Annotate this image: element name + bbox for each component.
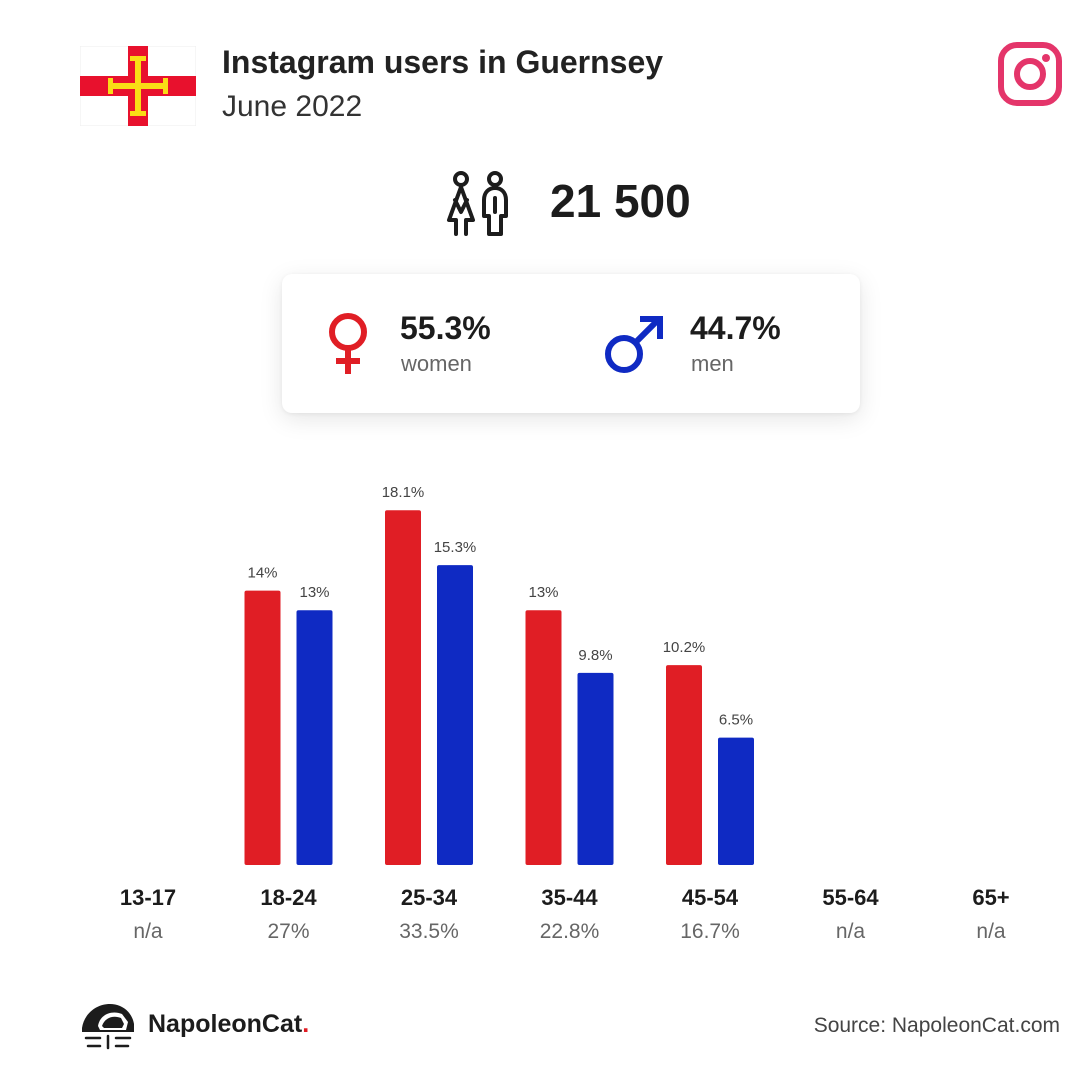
category-label-55-64: 55-64	[822, 885, 879, 910]
bar-men-35-44	[577, 672, 614, 865]
category-label-25-34: 25-34	[401, 885, 458, 910]
data-label-men-18-24: 13%	[299, 584, 329, 601]
gender-split-card	[282, 274, 860, 413]
category-label-13-17: 13-17	[120, 885, 176, 910]
category-total-65+: n/a	[976, 920, 1006, 943]
data-label-men-25-34: 15.3%	[434, 539, 477, 556]
female-symbol-icon	[329, 313, 367, 374]
bar-women-18-24	[244, 590, 281, 865]
data-label-women-18-24: 14%	[247, 565, 277, 582]
bar-women-35-44	[525, 610, 562, 865]
data-label-women-35-44: 13%	[528, 584, 558, 601]
men-percentage: 44.7%	[690, 310, 781, 346]
bar-women-25-34	[385, 510, 421, 865]
category-label-45-54: 45-54	[682, 885, 739, 910]
guernsey-flag-icon	[80, 46, 196, 126]
brand-name: NapoleonCat.	[148, 1010, 310, 1038]
data-label-men-45-54: 6.5%	[719, 712, 753, 729]
category-total-13-17: n/a	[133, 920, 163, 943]
category-total-18-24: 27%	[267, 920, 309, 943]
age-distribution-chart: 13-17 n/a 14% 13% 18-24 27% 18.1% 15.3% 25-34 33.…	[120, 484, 1010, 943]
source-text: Source: NapoleonCat.com	[813, 1014, 1060, 1037]
category-total-45-54: 16.7%	[680, 920, 740, 943]
data-label-women-45-54: 10.2%	[663, 639, 706, 656]
chart-subtitle: June 2022	[222, 90, 363, 123]
category-label-35-44: 35-44	[541, 885, 598, 910]
data-label-women-25-34: 18.1%	[382, 484, 425, 501]
chart-title: Instagram users in Guernsey	[222, 44, 664, 80]
total-users: 21 500	[550, 175, 691, 227]
male-symbol-icon	[605, 316, 663, 373]
napoleoncat-logo-icon	[82, 1004, 134, 1050]
data-label-men-35-44: 9.8%	[578, 647, 612, 664]
category-total-55-64: n/a	[836, 920, 866, 943]
category-label-18-24: 18-24	[260, 885, 317, 910]
bar-women-45-54	[666, 665, 702, 865]
men-label: men	[691, 351, 734, 376]
category-total-25-34: 33.5%	[399, 920, 459, 943]
users-icon	[447, 171, 508, 236]
bar-men-45-54	[718, 737, 754, 865]
bar-men-25-34	[437, 565, 473, 865]
category-total-35-44: 22.8%	[540, 920, 600, 943]
women-percentage: 55.3%	[400, 310, 491, 346]
instagram-icon	[998, 42, 1062, 106]
category-label-65+: 65+	[972, 885, 1009, 910]
bar-men-18-24	[296, 610, 333, 865]
women-label: women	[401, 351, 472, 376]
